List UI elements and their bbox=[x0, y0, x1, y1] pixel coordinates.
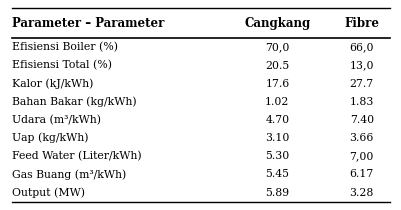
Text: 4.70: 4.70 bbox=[265, 115, 289, 125]
Text: 5.45: 5.45 bbox=[265, 169, 289, 179]
Text: Fibre: Fibre bbox=[343, 17, 379, 30]
Text: 7.40: 7.40 bbox=[349, 115, 373, 125]
Text: 6.17: 6.17 bbox=[349, 169, 373, 179]
Text: Output (MW): Output (MW) bbox=[12, 187, 85, 198]
Text: Efisiensi Boiler (%): Efisiensi Boiler (%) bbox=[12, 42, 118, 52]
Text: Parameter – Parameter: Parameter – Parameter bbox=[12, 17, 164, 30]
Text: 13,0: 13,0 bbox=[349, 60, 373, 71]
Text: 5.30: 5.30 bbox=[265, 151, 289, 161]
Text: Udara (m³/kWh): Udara (m³/kWh) bbox=[12, 115, 101, 125]
Text: 27.7: 27.7 bbox=[349, 79, 373, 89]
Text: 17.6: 17.6 bbox=[265, 79, 289, 89]
Text: 3.28: 3.28 bbox=[349, 188, 373, 198]
Text: Cangkang: Cangkang bbox=[244, 17, 310, 30]
Text: Feed Water (Liter/kWh): Feed Water (Liter/kWh) bbox=[12, 151, 141, 161]
Text: 20.5: 20.5 bbox=[265, 60, 289, 71]
Text: 1.02: 1.02 bbox=[265, 97, 289, 107]
Text: Efisiensi Total (%): Efisiensi Total (%) bbox=[12, 60, 112, 71]
Text: Kalor (kJ/kWh): Kalor (kJ/kWh) bbox=[12, 78, 93, 89]
Text: Bahan Bakar (kg/kWh): Bahan Bakar (kg/kWh) bbox=[12, 97, 136, 107]
Text: 1.83: 1.83 bbox=[349, 97, 373, 107]
Text: Uap (kg/kWh): Uap (kg/kWh) bbox=[12, 133, 88, 143]
Text: Gas Buang (m³/kWh): Gas Buang (m³/kWh) bbox=[12, 169, 126, 180]
Text: 3.10: 3.10 bbox=[265, 133, 289, 143]
Text: 7,00: 7,00 bbox=[349, 151, 373, 161]
Text: 70,0: 70,0 bbox=[265, 42, 289, 52]
Text: 3.66: 3.66 bbox=[349, 133, 373, 143]
Text: 5.89: 5.89 bbox=[265, 188, 289, 198]
Text: 66,0: 66,0 bbox=[349, 42, 373, 52]
